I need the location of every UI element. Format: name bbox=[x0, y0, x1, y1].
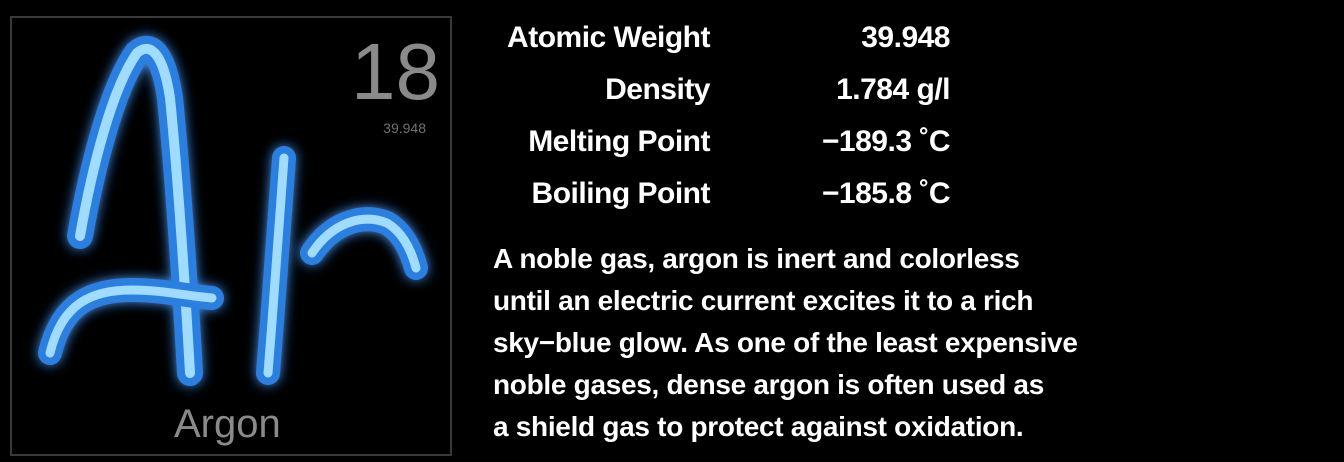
property-label: Melting Point bbox=[528, 125, 710, 158]
property-value: 39.948 bbox=[861, 21, 950, 54]
element-description: A noble gas, argon is inert and colorles… bbox=[493, 238, 1213, 448]
property-row-melting-point: Melting Point −189.3 ˚C bbox=[470, 116, 970, 168]
description-line: noble gases, dense argon is often used a… bbox=[493, 369, 1044, 400]
element-tile: 18 39.948 Argon bbox=[10, 16, 452, 456]
neon-symbol-ar bbox=[38, 35, 428, 386]
neon-letter-a bbox=[38, 35, 224, 386]
property-value: −189.3 ˚C bbox=[821, 125, 951, 158]
property-row-boiling-point: Boiling Point −185.8 ˚C bbox=[470, 168, 970, 220]
property-table: Atomic Weight 39.948 Density 1.784 g/l M… bbox=[470, 12, 970, 220]
description-line: sky−blue glow. As one of the least expen… bbox=[493, 327, 1078, 358]
property-row-atomic-weight: Atomic Weight 39.948 bbox=[470, 12, 970, 64]
neon-letter-r bbox=[256, 146, 428, 385]
tile-atomic-weight: 39.948 bbox=[383, 120, 426, 136]
atomic-number: 18 bbox=[351, 27, 440, 116]
property-label: Atomic Weight bbox=[507, 21, 710, 54]
property-row-density: Density 1.784 g/l bbox=[470, 64, 970, 116]
description-line: until an electric current excites it to … bbox=[493, 285, 1034, 316]
property-value: 1.784 g/l bbox=[836, 73, 950, 106]
element-name: Argon bbox=[174, 402, 281, 446]
description-line: A noble gas, argon is inert and colorles… bbox=[493, 243, 1020, 274]
property-label: Boiling Point bbox=[531, 177, 711, 210]
description-line: a shield gas to protect against oxidatio… bbox=[493, 411, 1024, 442]
property-value: −185.8 ˚C bbox=[821, 177, 951, 210]
property-label: Density bbox=[605, 73, 710, 106]
